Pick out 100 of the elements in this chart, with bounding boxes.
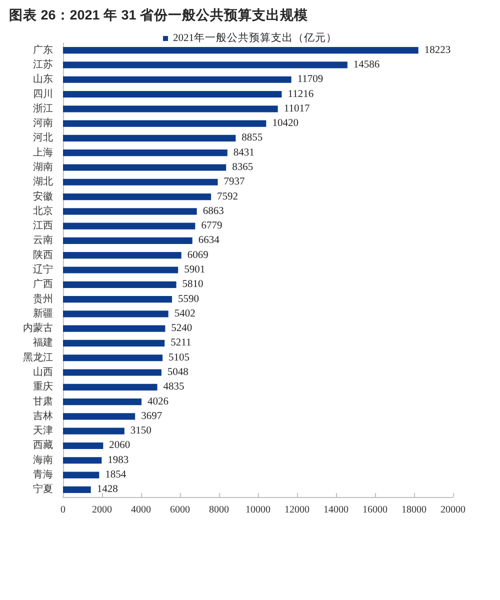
y-tick-label: 甘肃 — [33, 395, 53, 408]
bar — [63, 340, 165, 347]
y-tick-label: 浙江 — [33, 102, 53, 114]
bar — [63, 442, 104, 450]
x-tick-label: 6000 — [170, 504, 190, 516]
data-label: 14586 — [353, 59, 380, 70]
x-tick-label: 12000 — [284, 504, 310, 516]
bar — [63, 106, 278, 112]
y-tick-label: 西藏 — [33, 439, 53, 452]
x-tick-label: 14000 — [324, 504, 348, 516]
data-label: 6069 — [187, 250, 208, 261]
legend-label: 2021年一般公共预算支出（亿元） — [173, 31, 337, 44]
y-tick-label: 湖南 — [33, 160, 53, 173]
bar — [63, 252, 182, 259]
data-label: 10420 — [272, 118, 298, 130]
bar — [63, 47, 418, 54]
y-tick-label: 河南 — [33, 117, 53, 130]
bar — [63, 457, 102, 464]
bar — [63, 296, 172, 303]
bar — [63, 62, 348, 68]
y-tick-label: 陕西 — [33, 248, 53, 261]
y-tick-label: 黑龙江 — [23, 351, 53, 364]
bar — [63, 281, 176, 288]
y-tick-label: 福建 — [33, 336, 53, 349]
y-tick-label: 江苏 — [33, 58, 53, 70]
bar — [63, 76, 292, 83]
y-tick-label: 贵州 — [33, 292, 53, 305]
bar — [63, 237, 192, 244]
y-tick-label: 广西 — [33, 278, 53, 290]
data-label: 5901 — [184, 264, 206, 276]
bar — [63, 150, 228, 156]
chart-title: 图表 26：2021 年 31 省份一般公共预算支出规模 — [9, 8, 310, 22]
data-label: 6863 — [202, 206, 224, 217]
data-label: 8431 — [233, 147, 254, 158]
data-label: 5590 — [178, 294, 200, 305]
data-label: 11216 — [288, 88, 314, 100]
data-label: 8855 — [242, 132, 263, 144]
data-label: 5240 — [171, 323, 192, 334]
x-tick-label: 10000 — [246, 504, 270, 516]
bar — [63, 266, 178, 274]
y-tick-label: 辽宁 — [33, 264, 53, 276]
bar — [63, 164, 226, 171]
y-tick-label: 山东 — [33, 73, 53, 86]
data-label: 5211 — [170, 338, 192, 349]
bar — [63, 325, 166, 332]
data-label: 8365 — [232, 162, 254, 173]
y-tick-label: 重庆 — [33, 380, 53, 393]
data-label: 3697 — [141, 410, 162, 422]
y-tick-label: 安徽 — [33, 190, 53, 202]
bar — [63, 369, 162, 376]
y-tick-label: 青海 — [33, 468, 53, 481]
x-tick-label: 18000 — [402, 504, 426, 516]
bar — [63, 208, 197, 215]
bar — [63, 134, 236, 142]
data-label: 4026 — [148, 396, 169, 408]
x-tick-label: 20000 — [440, 504, 466, 516]
data-label: 1854 — [105, 470, 127, 481]
y-tick-label: 广东 — [33, 44, 53, 56]
bar — [63, 193, 212, 200]
y-tick-label: 宁夏 — [33, 483, 53, 496]
data-label: 7592 — [217, 191, 238, 202]
y-tick-label: 四川 — [33, 88, 53, 100]
y-tick-label: 北京 — [33, 204, 53, 217]
bar — [63, 413, 136, 420]
x-tick-label: 4000 — [131, 504, 151, 516]
bar — [63, 354, 163, 362]
data-label: 5810 — [182, 279, 204, 290]
y-tick-label: 湖北 — [33, 176, 53, 188]
bar — [63, 398, 142, 406]
bar — [63, 310, 168, 318]
data-label: 18223 — [424, 44, 451, 56]
y-tick-label: 吉林 — [33, 410, 53, 422]
x-tick-label: 0 — [60, 504, 66, 516]
data-label: 6634 — [198, 235, 220, 246]
data-label: 5402 — [174, 308, 196, 320]
x-tick-label: 2000 — [92, 504, 112, 516]
x-tick-label: 16000 — [362, 504, 388, 516]
bar — [63, 120, 266, 127]
y-tick-label: 山西 — [33, 366, 53, 378]
bar — [63, 486, 91, 493]
y-tick-label: 江西 — [33, 220, 53, 232]
bar — [63, 90, 282, 98]
y-tick-label: 云南 — [33, 234, 53, 246]
bar — [63, 178, 218, 186]
y-tick-label: 天津 — [33, 424, 53, 437]
bar — [63, 428, 124, 434]
data-label: 7937 — [224, 176, 245, 188]
y-tick-label: 河北 — [33, 132, 53, 144]
data-label: 1983 — [108, 454, 129, 466]
data-label: 11709 — [297, 74, 324, 86]
data-label: 3150 — [130, 426, 152, 437]
y-tick-label: 新疆 — [33, 307, 53, 320]
data-label: 1428 — [96, 484, 118, 496]
data-label: 5105 — [168, 352, 190, 364]
y-tick-label: 上海 — [33, 146, 53, 158]
y-tick-label: 内蒙古 — [23, 322, 53, 334]
data-label: 4835 — [163, 382, 184, 393]
data-label: 2060 — [109, 440, 130, 452]
data-label: 5048 — [167, 367, 188, 378]
bar — [63, 384, 158, 390]
